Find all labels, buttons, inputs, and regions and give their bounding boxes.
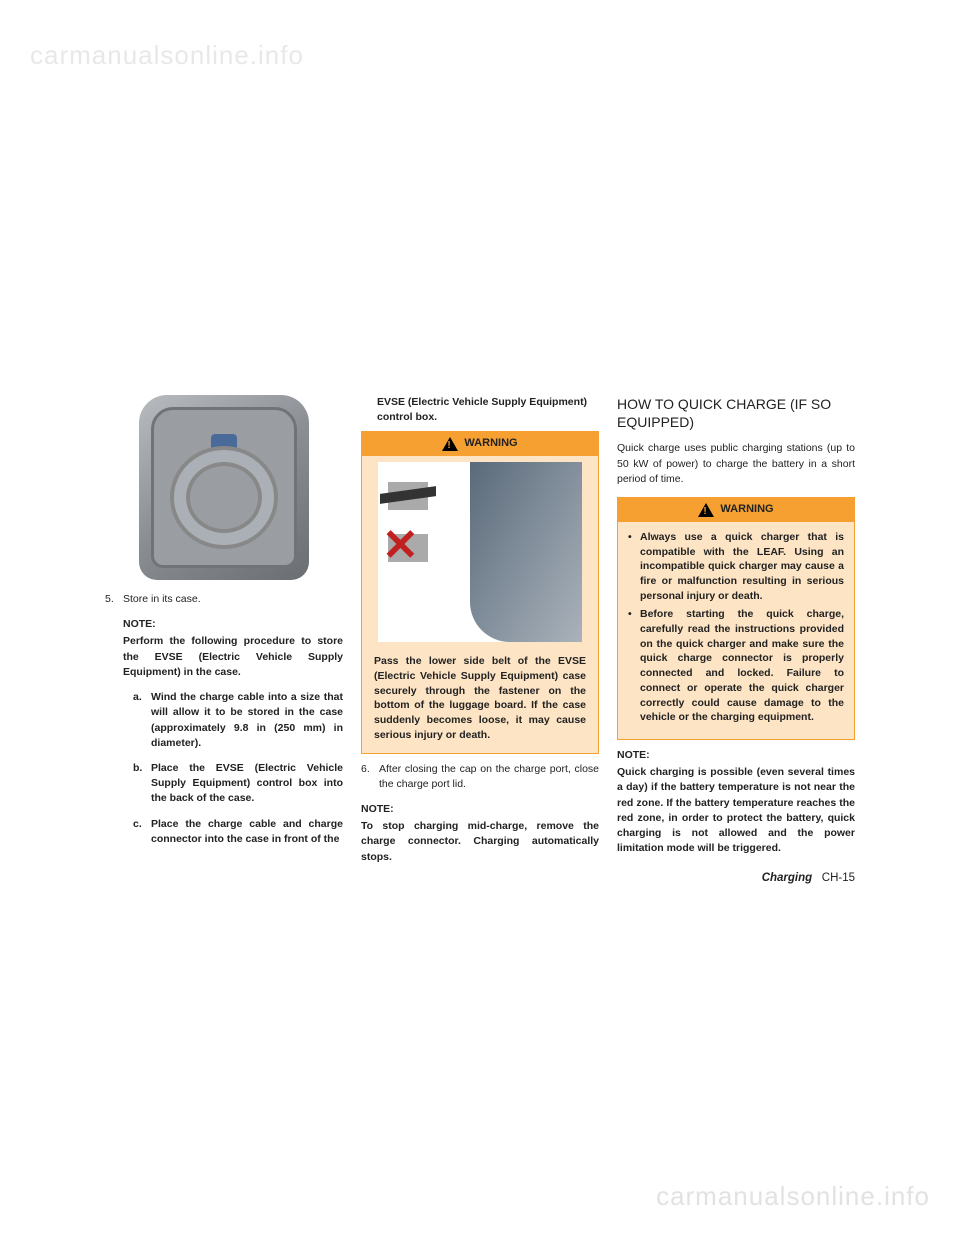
- note-text: Perform the following procedure to store…: [123, 634, 343, 680]
- note-text: To stop charging mid-charge, remove the …: [361, 819, 599, 865]
- cable-coil-icon: [174, 450, 274, 545]
- warning-label: WARNING: [720, 502, 773, 518]
- belt-incorrect-icon: [388, 534, 428, 562]
- note-text: Quick charging is possible (even several…: [617, 765, 855, 856]
- substep-label: b.: [133, 761, 151, 807]
- warning-item: • Always use a quick charger that is com…: [628, 530, 844, 603]
- warning-item-text: Always use a quick charger that is compa…: [640, 530, 844, 603]
- page-footer: Charging CH-15: [617, 870, 855, 887]
- watermark-bottom: carmanualsonline.info: [656, 1181, 930, 1212]
- belt-diagram: [388, 482, 438, 562]
- step-number: 5.: [105, 592, 123, 607]
- substep-a: a. Wind the charge cable into a size tha…: [133, 690, 343, 751]
- column-left: 5. Store in its case. NOTE: Perform the …: [105, 395, 343, 887]
- step-text: Store in its case.: [123, 592, 201, 607]
- step-text: After closing the cap on the charge port…: [379, 762, 599, 792]
- column-middle: EVSE (Electric Vehicle Supply Equipment)…: [361, 395, 599, 887]
- substep-text: Place the charge cable and charge connec…: [151, 817, 343, 847]
- warning-list: • Always use a quick charger that is com…: [618, 522, 854, 739]
- step-number: 6.: [361, 762, 379, 792]
- page-content: 5. Store in its case. NOTE: Perform the …: [105, 395, 855, 887]
- warning-box: WARNING • Always use a quick charger tha…: [617, 497, 855, 740]
- step-5: 5. Store in its case.: [105, 592, 343, 607]
- column-right: HOW TO QUICK CHARGE (IF SO EQUIPPED) Qui…: [617, 395, 855, 887]
- note-block: NOTE: To stop charging mid-charge, remov…: [361, 802, 599, 865]
- substep-label: c.: [133, 817, 151, 847]
- footer-page: CH-15: [822, 872, 855, 884]
- section-heading: HOW TO QUICK CHARGE (IF SO EQUIPPED): [617, 395, 855, 431]
- note-label: NOTE:: [617, 748, 855, 763]
- substep-label: a.: [133, 690, 151, 751]
- step-6: 6. After closing the cap on the charge p…: [361, 762, 599, 792]
- substep-b: b. Place the EVSE (Electric Vehicle Supp…: [133, 761, 343, 807]
- evse-case-illustration: [139, 395, 309, 580]
- note-block: NOTE: Quick charging is possible (even s…: [617, 748, 855, 857]
- bullet-icon: •: [628, 530, 640, 603]
- warning-header: WARNING: [362, 432, 598, 456]
- watermark-top: carmanualsonline.info: [30, 40, 304, 71]
- substep-text: Wind the charge cable into a size that w…: [151, 690, 343, 751]
- footer-section: Charging: [762, 872, 812, 884]
- bullet-icon: •: [628, 607, 640, 725]
- warning-header: WARNING: [618, 498, 854, 522]
- belt-correct-icon: [388, 482, 428, 510]
- substep-c: c. Place the charge cable and charge con…: [133, 817, 343, 847]
- warning-triangle-icon: [698, 503, 714, 517]
- evse-caption: EVSE (Electric Vehicle Supply Equipment)…: [361, 395, 599, 425]
- warning-item-text: Before starting the quick charge, carefu…: [640, 607, 844, 725]
- warning-illustration: [378, 462, 582, 642]
- case-inner: [151, 407, 297, 568]
- warning-item: • Before starting the quick charge, care…: [628, 607, 844, 725]
- note-label: NOTE:: [361, 802, 599, 817]
- trunk-bg-icon: [470, 462, 582, 642]
- substep-text: Place the EVSE (Electric Vehicle Supply …: [151, 761, 343, 807]
- note-label: NOTE:: [123, 617, 343, 632]
- warning-triangle-icon: [442, 437, 458, 451]
- warning-text: Pass the lower side belt of the EVSE (El…: [362, 648, 598, 752]
- warning-box: WARNING Pass the lower side belt of the …: [361, 431, 599, 753]
- sub-steps: a. Wind the charge cable into a size tha…: [123, 690, 343, 847]
- warning-label: WARNING: [464, 436, 517, 452]
- intro-paragraph: Quick charge uses public charging statio…: [617, 441, 855, 487]
